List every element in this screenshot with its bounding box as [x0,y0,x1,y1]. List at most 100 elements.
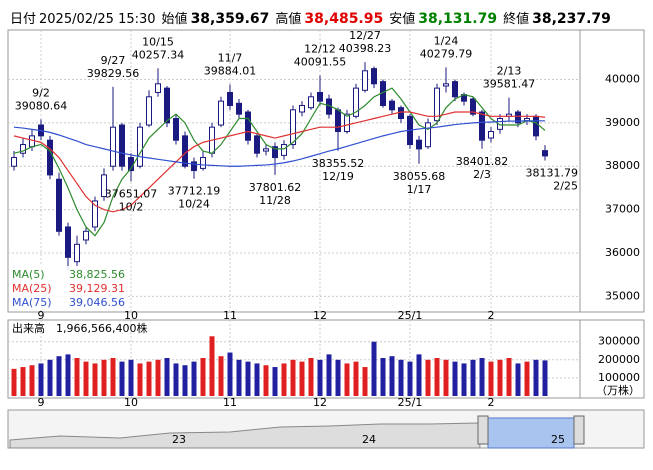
candle-body [344,113,350,133]
legend-bg [9,266,127,310]
navigator-handle[interactable] [573,415,585,445]
candle-body [173,118,179,141]
candle-body [254,135,260,154]
candle-body [164,87,170,124]
volume-bar [479,358,485,396]
y-tick-label: 39000 [605,116,640,129]
label: 終値 [503,12,530,27]
volume-bar [533,359,539,396]
legend-value: 38,825.56 [69,268,125,281]
ma-line [13,120,546,167]
volume-bar [47,359,53,396]
candle-body [137,126,143,167]
candle-body [245,111,251,141]
volume-bar [272,367,278,396]
volume-bar [524,361,530,396]
annotation-date: 12/27 [349,29,381,42]
volume-bar [56,356,62,396]
volume-bar [38,363,44,396]
annotation-value: 38131.79 [526,167,579,180]
annotation-date: 12/19 [322,170,354,183]
label: 高値 [275,12,302,27]
x-tick-label: 11 [223,309,237,322]
legend-label: MA(75) [12,296,52,309]
volume-bar [443,359,449,396]
candle-body [92,200,98,228]
volume-bar [191,361,197,396]
annotation-date: 2/3 [473,168,491,181]
legend-label: MA(5) [12,268,45,281]
volume-bar [209,336,215,396]
x-tick-label: 12 [313,309,327,322]
annotation-value: 37712.19 [168,185,221,198]
navigator-handle[interactable] [477,415,489,445]
volume-bar [506,358,512,396]
axis-unit: （万株） [596,383,640,397]
volume-bar [515,363,521,396]
volume-bar [146,361,152,396]
candle-body [155,83,161,93]
volume-bar [110,358,116,396]
price-frame [7,29,645,313]
volume-bar [173,363,179,396]
x-tick-label: 10 [124,309,138,322]
volume-bar [317,359,323,396]
annotation-value: 40091.55 [294,55,347,68]
candle-body [182,135,188,167]
candle-body [416,139,422,150]
annotation-date: 11/28 [259,194,291,207]
candle-body [218,100,224,126]
volume-bar [425,359,431,396]
annotation-date: 11/7 [218,51,243,64]
candle-body [533,115,539,137]
label: 日付 [10,12,37,27]
candle-body [542,150,548,157]
volume-bar [371,341,377,396]
candle-body [290,109,296,146]
volume-bar [11,368,17,396]
volume-frame [7,319,645,399]
navigator-label: 25 [551,433,565,446]
candle-body [29,135,35,148]
annotation-date: 12/12 [304,42,336,55]
volume-bar [398,359,404,396]
volume-bar [407,361,413,396]
candle-body [389,100,395,111]
volume-bar [299,361,305,396]
volume-bar [335,359,341,396]
volume-bar [74,358,80,396]
volume-bar [101,359,107,396]
candle-body [443,83,449,87]
annotation-date: 2/13 [497,65,522,78]
volume-bar [281,363,287,396]
candle-body [20,144,26,154]
legend-value: 39,129.31 [69,282,125,295]
y-tick-label: 200000 [598,353,640,366]
volume-bar [344,363,350,396]
volume-bar [119,361,125,396]
candle-body [11,157,17,167]
candle-body [281,144,287,156]
navigator-window [487,417,575,449]
candle-body [74,243,80,263]
annotation-value: 40257.34 [132,48,185,61]
candle-body [335,109,341,133]
x-tick-label: 25/1 [398,396,423,409]
candle-body [191,161,197,172]
volume-bar [155,359,161,396]
volume-bar [416,354,422,396]
y-tick-label: 35000 [605,289,640,302]
candle-body [425,122,431,148]
annotation-date: 10/24 [178,198,210,211]
candle-body [65,226,71,258]
candle-body [398,107,404,120]
candle-body [200,157,206,169]
candle-body [83,230,89,241]
low-value: 38,131.79 [418,11,498,27]
annotation-date: 10/2 [119,200,144,213]
annotation-value: 39884.01 [204,64,257,77]
legend-value: 39,046.56 [69,296,125,309]
navigator-label: 23 [172,433,186,446]
